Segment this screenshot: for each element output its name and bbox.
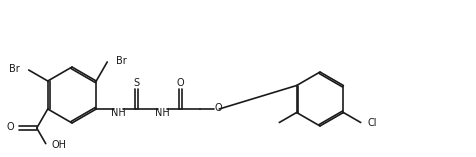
Text: O: O: [7, 122, 14, 132]
Text: NH: NH: [155, 108, 169, 118]
Text: O: O: [214, 103, 222, 113]
Text: OH: OH: [51, 140, 66, 150]
Text: NH: NH: [111, 108, 126, 118]
Text: Br: Br: [116, 57, 127, 66]
Text: Br: Br: [9, 65, 20, 75]
Text: S: S: [134, 78, 140, 89]
Text: Cl: Cl: [367, 118, 377, 128]
Text: O: O: [177, 78, 184, 89]
